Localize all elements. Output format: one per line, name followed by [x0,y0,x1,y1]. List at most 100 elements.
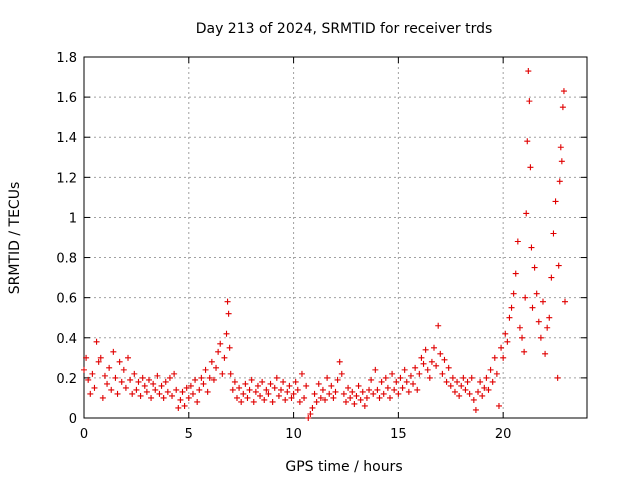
data-point [106,364,113,371]
data-point [528,244,535,251]
data-point [330,394,337,401]
data-point [143,388,150,395]
data-point [504,338,511,345]
data-point [101,372,108,379]
data-point [428,358,435,365]
data-point [265,390,272,397]
data-point [227,370,234,377]
data-point [418,354,425,361]
data-point [433,362,440,369]
data-point [370,390,377,397]
data-point [372,366,379,373]
data-point [483,374,490,381]
data-point [213,364,220,371]
data-point [116,358,123,365]
data-point [462,386,469,393]
data-point [374,386,381,393]
data-point [294,386,301,393]
data-point [338,370,345,377]
data-point [376,394,383,401]
x-axis-label: GPS time / hours [285,459,402,475]
data-point [273,374,280,381]
data-point [355,382,362,389]
data-point [236,384,243,391]
plot-frame [83,56,588,419]
data-point [431,344,438,351]
data-point [160,394,167,401]
data-point [525,68,532,75]
data-point [542,350,549,357]
data-point [267,380,274,387]
data-point [254,382,261,389]
data-point [187,382,194,389]
data-point [366,386,373,393]
data-point [552,198,559,205]
data-point [252,388,259,395]
data-point [349,388,356,395]
data-point [493,370,500,377]
data-point [389,370,396,377]
data-point [531,264,538,271]
data-point [181,402,188,409]
data-point [351,400,358,407]
y-tick-label: 1.6 [56,91,77,106]
data-point [99,394,106,401]
data-point [152,386,159,393]
data-point [382,374,389,381]
grid-lines [84,57,587,418]
data-point [317,394,324,401]
data-point [529,304,536,311]
data-point [189,390,196,397]
data-point [410,380,417,387]
data-point [384,384,391,391]
y-tick-label: 0.8 [56,252,77,267]
data-point [460,374,467,381]
data-point [560,88,567,95]
data-point [359,388,366,395]
data-point [470,396,477,403]
data-point [307,410,314,417]
data-point [164,388,171,395]
data-point [217,340,224,347]
data-point [259,378,266,385]
data-point [345,384,352,391]
data-point [248,376,255,383]
data-point [261,396,268,403]
data-point [135,378,142,385]
data-point [332,388,339,395]
data-point [171,370,178,377]
data-point [298,370,305,377]
data-point [110,348,117,355]
data-point [127,376,134,383]
data-point [204,388,211,395]
data-point [557,144,564,151]
data-point [309,404,316,411]
data-point [451,388,458,395]
y-tick-label: 1 [69,211,77,226]
data-point [548,274,555,281]
data-point [263,386,270,393]
data-point [514,238,521,245]
y-tick-label: 0.6 [56,292,77,307]
x-tick-label: 0 [80,427,88,442]
data-points [81,68,568,421]
data-point [120,366,127,373]
data-point [192,376,199,383]
x-tick-label: 15 [390,427,407,442]
data-point [516,324,523,331]
data-point [391,386,398,393]
data-point [104,380,111,387]
data-point [95,358,102,365]
data-point [426,374,433,381]
data-point [150,380,157,387]
data-point [524,138,531,145]
data-point [401,366,408,373]
y-tick-label: 1.8 [56,51,77,66]
y-axis-label: SRMTID / TECUs [7,182,23,295]
data-point [368,376,375,383]
data-point [468,374,475,381]
data-point [334,376,341,383]
data-point [118,378,125,385]
data-point [108,386,115,393]
